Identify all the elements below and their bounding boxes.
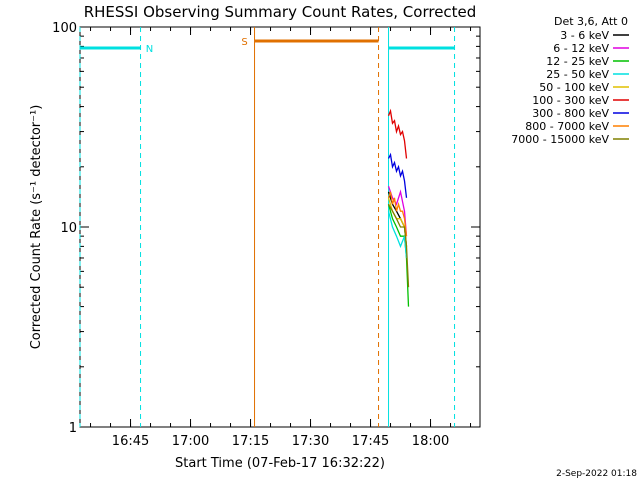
x-tick-label: 16:45 <box>112 434 149 449</box>
series-line <box>387 211 408 259</box>
series-line <box>387 191 408 237</box>
y-tick-label: 100 <box>52 21 77 36</box>
y-tick-label: 1 <box>69 421 77 436</box>
legend-label: 3 - 6 keV <box>560 29 609 42</box>
series-line <box>387 185 408 237</box>
series-line <box>387 203 410 288</box>
x-tick-label: 18:00 <box>412 434 449 449</box>
x-axis-label: Start Time (07-Feb-17 16:32:22) <box>175 456 385 471</box>
legend-label: 100 - 300 keV <box>532 94 609 107</box>
legend-title: Det 3,6, Att 0 <box>554 15 628 28</box>
chart-title: RHESSI Observing Summary Count Rates, Co… <box>84 3 477 21</box>
legend-label: 800 - 7000 keV <box>525 120 609 133</box>
y-ticks: 1 10 100 <box>52 21 480 436</box>
legend-label: 7000 - 15000 keV <box>511 133 609 146</box>
interval-label: S <box>241 37 247 48</box>
series-line <box>387 152 408 198</box>
x-tick-label: 17:00 <box>172 434 209 449</box>
y-tick-label: 10 <box>60 221 77 236</box>
legend-label: 25 - 50 keV <box>546 68 609 81</box>
legend-label: 300 - 800 keV <box>532 107 609 120</box>
interval-label: N <box>146 44 153 55</box>
time-interval-annotations: NS <box>79 27 456 427</box>
legend-label: 50 - 100 keV <box>539 81 609 94</box>
legend-label: 6 - 12 keV <box>553 42 609 55</box>
x-tick-label: 17:45 <box>352 434 389 449</box>
legend-label: 12 - 25 keV <box>546 55 609 68</box>
x-ticks: 16:45 17:00 17:15 17:30 17:45 18:00 <box>90 27 472 449</box>
footer-timestamp: 2-Sep-2022 01:18 <box>556 469 637 479</box>
y-axis-label: Corrected Count Rate (s⁻¹ detector⁻¹) <box>29 105 44 350</box>
plot-frame <box>79 26 481 428</box>
series-line <box>387 108 408 159</box>
data-series <box>387 108 410 307</box>
x-tick-label: 17:15 <box>232 434 269 449</box>
x-tick-label: 17:30 <box>292 434 329 449</box>
